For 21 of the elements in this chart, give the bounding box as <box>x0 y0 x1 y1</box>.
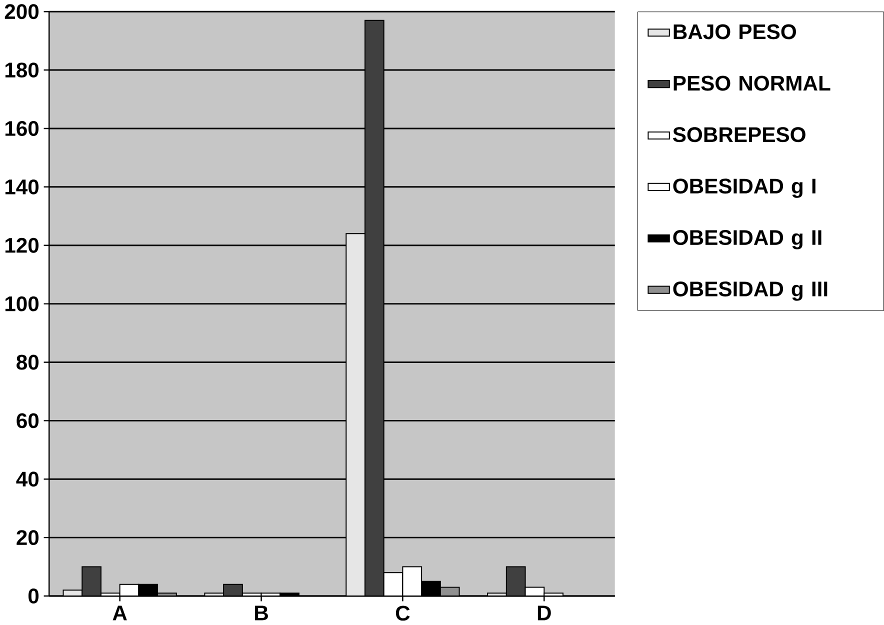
x-tick-label: A <box>112 606 127 620</box>
y-tick-label: 180 <box>5 62 39 78</box>
y-tick-label: 140 <box>5 180 39 195</box>
legend-label: BAJO PESO <box>674 24 796 40</box>
x-tick-label: D <box>538 606 551 620</box>
y-tick-label: 80 <box>16 354 39 370</box>
legend-label: OBESIDAD g III <box>673 282 828 301</box>
y-tick-label: 120 <box>5 238 39 253</box>
legend-label: PESO NORMAL <box>674 76 830 91</box>
x-tick-label: B <box>255 606 268 620</box>
y-tick-label: 60 <box>16 413 39 428</box>
y-tick-label: 160 <box>5 121 39 136</box>
y-tick-label: 40 <box>16 472 39 487</box>
x-tick-label: C <box>396 606 410 621</box>
y-tick-label: 200 <box>4 4 39 20</box>
legend-label: OBESIDAD g I <box>673 178 816 198</box>
y-tick-label: 100 <box>5 296 39 312</box>
legend-label: SOBREPESO <box>672 127 806 142</box>
y-tick-label: 0 <box>28 588 39 604</box>
legend-label: OBESIDAD g II <box>673 230 822 250</box>
y-tick-label: 20 <box>16 530 39 546</box>
